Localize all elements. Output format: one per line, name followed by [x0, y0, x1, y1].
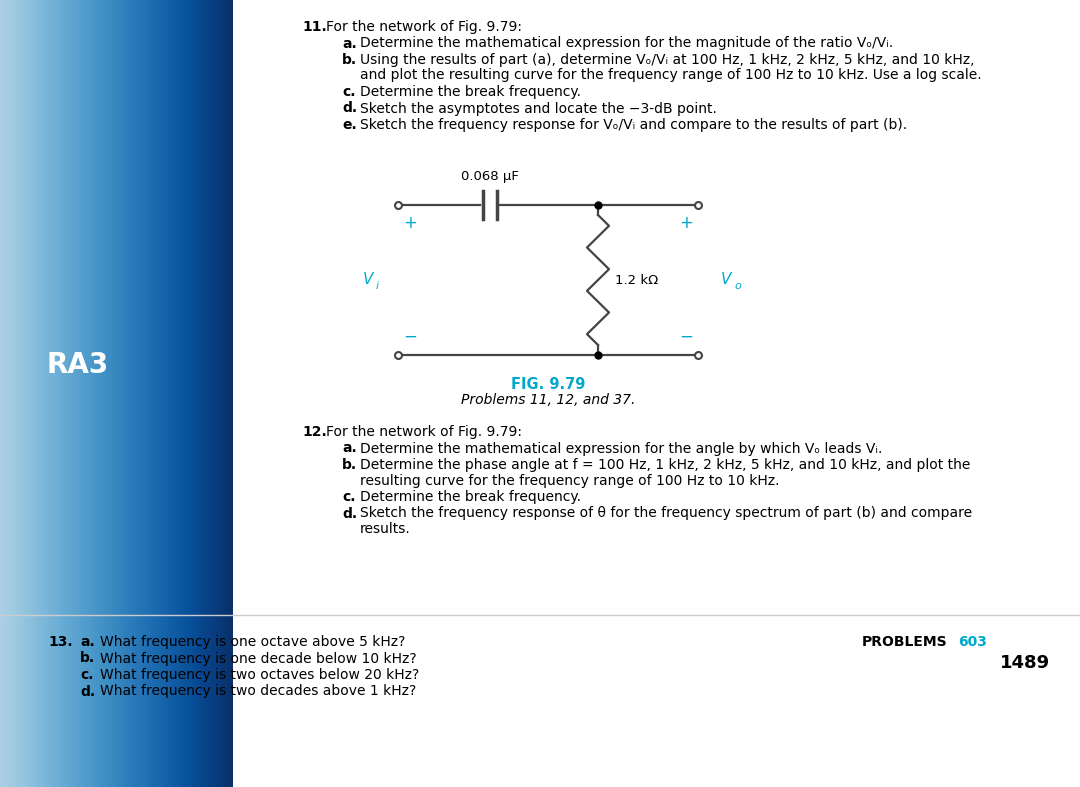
Text: FIG. 9.79: FIG. 9.79: [511, 377, 585, 392]
Text: resulting curve for the frequency range of 100 Hz to 10 kHz.: resulting curve for the frequency range …: [360, 474, 780, 487]
Text: a.: a.: [80, 635, 95, 649]
Text: V: V: [363, 272, 374, 287]
Text: Sketch the frequency response for Vₒ/Vᵢ and compare to the results of part (b).: Sketch the frequency response for Vₒ/Vᵢ …: [360, 118, 907, 132]
Text: 1.2 kΩ: 1.2 kΩ: [615, 274, 658, 286]
Text: −: −: [679, 328, 693, 346]
Text: RA3: RA3: [46, 351, 109, 379]
Text: i: i: [376, 281, 379, 291]
Text: For the network of Fig. 9.79:: For the network of Fig. 9.79:: [326, 425, 522, 439]
Text: 11.: 11.: [302, 20, 327, 34]
Text: b.: b.: [80, 652, 95, 666]
Text: What frequency is one decade below 10 kHz?: What frequency is one decade below 10 kH…: [100, 652, 417, 666]
Text: Determine the break frequency.: Determine the break frequency.: [360, 85, 581, 99]
Text: a.: a.: [342, 36, 356, 50]
Text: o: o: [734, 281, 741, 291]
Text: a.: a.: [342, 442, 356, 456]
Text: c.: c.: [342, 490, 355, 504]
Text: Determine the mathematical expression for the magnitude of the ratio Vₒ/Vᵢ.: Determine the mathematical expression fo…: [360, 36, 893, 50]
Text: b.: b.: [342, 53, 357, 67]
Text: Using the results of part (a), determine Vₒ/Vᵢ at 100 Hz, 1 kHz, 2 kHz, 5 kHz, a: Using the results of part (a), determine…: [360, 53, 974, 67]
Text: Sketch the frequency response of θ for the frequency spectrum of part (b) and co: Sketch the frequency response of θ for t…: [360, 507, 972, 520]
Text: 603: 603: [958, 635, 987, 649]
Text: c.: c.: [80, 668, 94, 682]
Text: What frequency is two octaves below 20 kHz?: What frequency is two octaves below 20 k…: [100, 668, 419, 682]
Text: 13.: 13.: [48, 635, 72, 649]
Text: −: −: [403, 328, 417, 346]
Text: PROBLEMS: PROBLEMS: [862, 635, 947, 649]
Text: d.: d.: [80, 685, 95, 699]
Text: 0.068 μF: 0.068 μF: [461, 170, 518, 183]
Text: Determine the break frequency.: Determine the break frequency.: [360, 490, 581, 504]
Text: c.: c.: [342, 85, 355, 99]
Text: 12.: 12.: [302, 425, 327, 439]
Text: Sketch the asymptotes and locate the −3-dB point.: Sketch the asymptotes and locate the −3-…: [360, 102, 717, 116]
Text: What frequency is two decades above 1 kHz?: What frequency is two decades above 1 kH…: [100, 685, 416, 699]
Text: d.: d.: [342, 507, 357, 520]
Text: Problems 11, 12, and 37.: Problems 11, 12, and 37.: [461, 393, 635, 407]
Text: d.: d.: [342, 102, 357, 116]
Text: +: +: [403, 214, 417, 232]
Text: What frequency is one octave above 5 kHz?: What frequency is one octave above 5 kHz…: [100, 635, 405, 649]
Text: and plot the resulting curve for the frequency range of 100 Hz to 10 kHz. Use a : and plot the resulting curve for the fre…: [360, 68, 982, 83]
Text: results.: results.: [360, 522, 410, 536]
Text: V: V: [720, 272, 731, 287]
Text: Determine the mathematical expression for the angle by which Vₒ leads Vᵢ.: Determine the mathematical expression fo…: [360, 442, 882, 456]
Text: b.: b.: [342, 458, 357, 472]
Text: 1489: 1489: [1000, 655, 1050, 673]
Text: For the network of Fig. 9.79:: For the network of Fig. 9.79:: [326, 20, 522, 34]
Text: Determine the phase angle at f = 100 Hz, 1 kHz, 2 kHz, 5 kHz, and 10 kHz, and pl: Determine the phase angle at f = 100 Hz,…: [360, 458, 970, 472]
Text: e.: e.: [342, 118, 356, 132]
Text: +: +: [679, 214, 693, 232]
